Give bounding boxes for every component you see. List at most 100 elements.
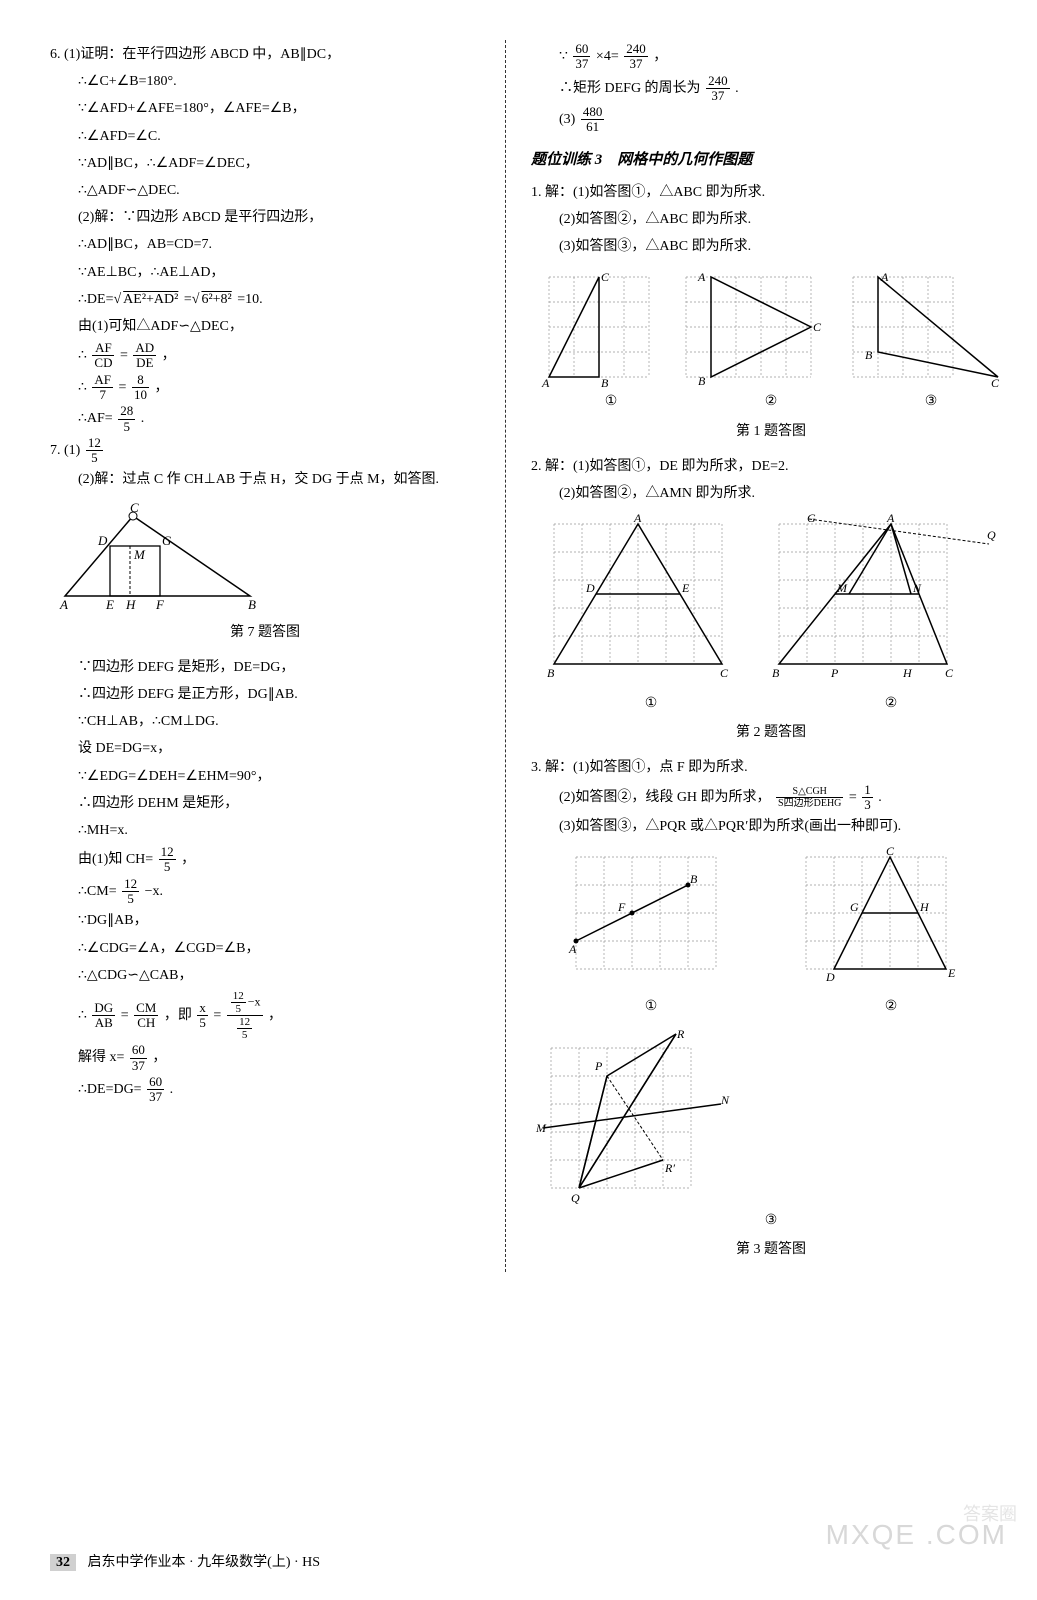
grid-figure-p2-2: G A Q M N B P H C [769, 514, 999, 689]
fraction: 6037 [573, 42, 590, 72]
fraction: DGAB [92, 1001, 115, 1031]
t: ， [152, 1050, 166, 1065]
svg-text:A: A [886, 514, 895, 525]
frac-line: ∴AF= 285 . [50, 404, 480, 434]
fig-labels: ① ② [531, 691, 1011, 716]
den: CH [134, 1016, 158, 1030]
label: 1. 解： [531, 185, 573, 200]
p1-figures: A B C A B C A B [531, 267, 1011, 387]
svg-text:N: N [720, 1093, 730, 1107]
grid-figure-p2-1: B A C D E [544, 514, 744, 689]
circled-number: ① [645, 994, 658, 1019]
q6-label: 6. (1)证明： [50, 47, 122, 62]
fig-caption: 第 1 题答图 [531, 419, 1011, 444]
svg-text:M: M [836, 581, 848, 595]
t: ∴DE=DG= [78, 1082, 142, 1097]
fraction: 125 [86, 436, 103, 466]
text-line: ∴四边形 DEFG 是正方形，DG∥AB. [50, 682, 480, 707]
p3-line: 3. 解：(1)如答图①，点 F 即为所求. [531, 755, 1011, 780]
num: 60 [130, 1043, 147, 1058]
num: 12 [122, 877, 139, 892]
sqrt: AE²+AD² [121, 292, 180, 307]
fraction: S△CGHS四边形DEHG [776, 786, 843, 809]
svg-text:B: B [601, 376, 609, 387]
svg-text:F: F [617, 900, 626, 914]
grid-figure-3: A B C [843, 267, 1003, 387]
fraction: 810 [132, 373, 149, 403]
text-line: 由(1)可知△ADF∽△DEC， [50, 314, 480, 339]
den: 5 [122, 892, 139, 906]
num: 12 [86, 436, 103, 451]
frac-line: ∵ 6037 ×4= 24037 ， [531, 42, 1011, 72]
t: ，即 [164, 1008, 192, 1023]
t: ， [653, 49, 667, 64]
t: ∵ [559, 49, 568, 64]
svg-text:M: M [133, 547, 146, 562]
num: AF [92, 341, 114, 356]
t: . [141, 411, 145, 426]
num: 28 [118, 404, 135, 419]
frac-line: ∴DE=DG= 6037 . [50, 1075, 480, 1105]
fig-labels: ① ② [531, 994, 1011, 1019]
grid-figure-p3-3: M N Q P R R′ [531, 1028, 731, 1208]
t: ×4= [596, 49, 619, 64]
text-line: (2)如答图②，△AMN 即为所求. [531, 481, 1011, 506]
t: (1)如答图①，DE 即为所求，DE=2. [573, 459, 789, 474]
text-line: ∵CH⊥AB，∴CM⊥DG. [50, 709, 480, 734]
n: 12 [237, 1016, 252, 1029]
svg-text:E: E [105, 597, 114, 612]
t: =10. [237, 292, 262, 307]
num: 1 [862, 783, 873, 798]
fraction: ADDE [133, 341, 156, 371]
p2-line: 2. 解：(1)如答图①，DE 即为所求，DE=2. [531, 454, 1011, 479]
svg-text:D: D [825, 970, 835, 984]
p3-figures-top: A B F D C E G H [531, 847, 1011, 992]
text-line: ∴四边形 DEHM 是矩形， [50, 791, 480, 816]
svg-text:C: C [945, 666, 954, 680]
t: . [878, 790, 882, 805]
circled-number: ① [605, 389, 618, 414]
fraction: CMCH [134, 1001, 158, 1031]
den: 7 [92, 388, 113, 402]
text-line: ∴∠CDG=∠A，∠CGD=∠B， [50, 936, 480, 961]
svg-text:P: P [594, 1059, 603, 1073]
svg-text:A: A [880, 270, 889, 284]
svg-text:M: M [535, 1121, 547, 1135]
den: CD [92, 356, 114, 370]
p2-figures: B A C D E G A Q M N [531, 514, 1011, 689]
text-line: ∴∠AFD=∠C. [50, 124, 480, 149]
d: 5 [231, 1003, 246, 1015]
frac-line: 由(1)知 CH= 125 ， [50, 845, 480, 875]
q6-2-line: (2)解：∵四边形 ABCD 是平行四边形， [50, 205, 480, 230]
fig-caption: 第 7 题答图 [50, 620, 480, 645]
t: ∴矩形 DEFG 的周长为 [559, 81, 701, 96]
triangle-diagram: A E H F B D M G C [50, 501, 265, 616]
den: 5 [197, 1016, 208, 1030]
p1-line: 1. 解：(1)如答图①，△ABC 即为所求. [531, 180, 1011, 205]
page-number: 32 [50, 1554, 76, 1571]
circled-number: ② [885, 994, 898, 1019]
num: 60 [147, 1075, 164, 1090]
text-line: ∵∠AFD+∠AFE=180°，∠AFE=∠B， [50, 96, 480, 121]
circled-number: ② [885, 691, 898, 716]
grid-figure-p3-1: A B F [566, 847, 726, 992]
big-fraction: 125−x 125 [227, 990, 263, 1041]
svg-text:B: B [547, 666, 555, 680]
t: ∴DE= [78, 292, 113, 307]
text: ∵四边形 ABCD 是平行四边形， [122, 210, 322, 225]
t: = [184, 292, 192, 307]
t: ∴ [78, 1008, 87, 1023]
page-footer: 32 启东中学作业本 · 九年级数学(上) · HS [50, 1550, 320, 1575]
num: 125−x [227, 990, 263, 1016]
text-line: ∵AE⊥BC，∴AE⊥AD， [50, 260, 480, 285]
t: . [170, 1082, 174, 1097]
svg-text:B: B [772, 666, 780, 680]
fraction: 6037 [130, 1043, 147, 1073]
svg-text:C: C [813, 320, 822, 334]
t: 过点 C 作 CH⊥AB 于点 H，交 DG 于点 M，如答图. [122, 472, 439, 487]
t: ∴ [78, 380, 87, 395]
fig-caption: 第 2 题答图 [531, 720, 1011, 745]
frac-line: ∴ AFCD = ADDE ， [50, 341, 480, 371]
svg-text:G: G [807, 514, 816, 525]
frac-line: ∴CM= 125 −x. [50, 877, 480, 907]
